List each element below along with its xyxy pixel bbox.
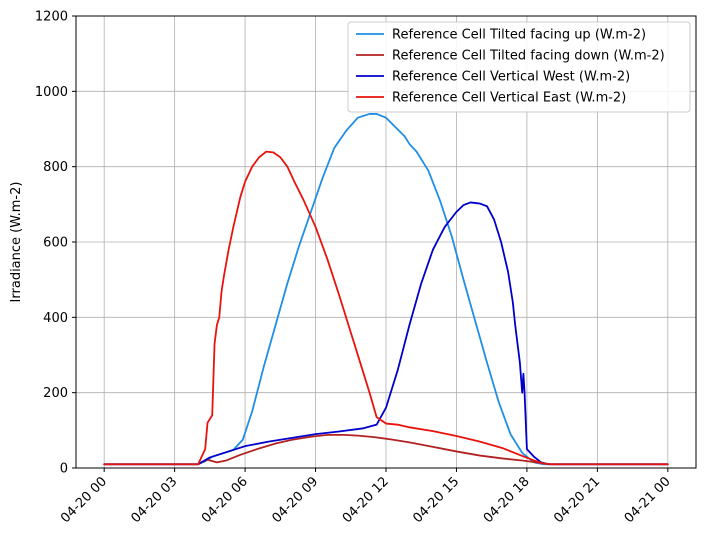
y-tick-label: 600 xyxy=(43,236,68,251)
y-tick-label: 200 xyxy=(43,386,68,401)
x-tick-label: 04-20 12 xyxy=(340,474,392,526)
y-tick-label: 0 xyxy=(60,462,68,477)
x-tick-label: 04-20 09 xyxy=(269,474,321,526)
x-tick-label: 04-20 21 xyxy=(551,474,603,526)
series-line-3 xyxy=(103,201,669,466)
x-tick-label: 04-20 06 xyxy=(199,474,251,526)
y-tick-label: 400 xyxy=(43,311,68,326)
x-axis: 04-20 00 04-20 03 04-20 06 04-20 09 04-20 12… xyxy=(58,468,674,526)
legend: Reference Cell Tilted facing up (W.m-2) R… xyxy=(347,21,691,113)
x-tick-label: 04-21 00 xyxy=(622,474,674,526)
y-axis: 0 200 400 600 800 1000 1200 xyxy=(35,10,76,477)
legend-box xyxy=(347,21,691,113)
x-tick-label: 04-20 15 xyxy=(410,474,462,526)
y-tick-label: 1000 xyxy=(35,85,68,100)
series-lines xyxy=(103,113,669,466)
series-line-4 xyxy=(103,150,669,466)
y-tick-label: 1200 xyxy=(35,10,68,25)
legend-label: Reference Cell Tilted facing down (W.m-2… xyxy=(392,49,665,64)
x-tick-label: 04-20 18 xyxy=(481,474,533,526)
legend-label: Reference Cell Vertical East (W.m-2) xyxy=(392,91,626,106)
y-axis-label: Irradiance (W.m-2) xyxy=(9,182,24,303)
x-tick-label: 04-20 03 xyxy=(129,474,181,526)
legend-label: Reference Cell Vertical West (W.m-2) xyxy=(392,70,630,85)
legend-label: Reference Cell Tilted facing up (W.m-2) xyxy=(392,28,646,43)
series-line-1 xyxy=(103,113,669,466)
series-line-2 xyxy=(103,433,669,466)
y-tick-label: 800 xyxy=(43,160,68,175)
x-tick-label: 04-20 00 xyxy=(58,474,110,526)
